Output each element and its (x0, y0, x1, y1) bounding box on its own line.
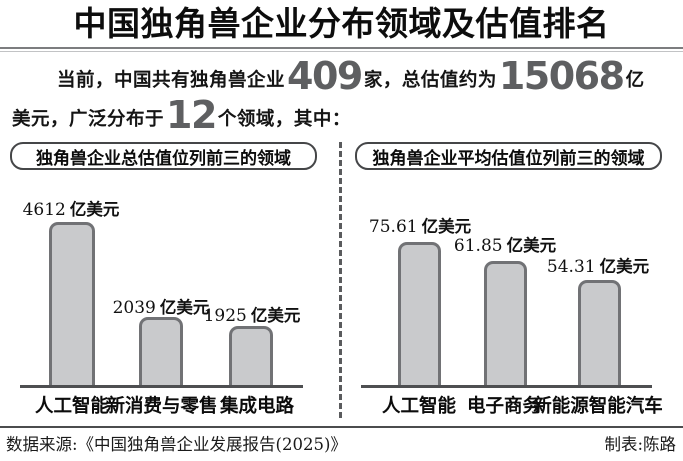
value-number: 1925 (203, 306, 247, 326)
bar-ai-total (49, 222, 95, 385)
intro-text-5: 个领域，其中： (217, 109, 351, 130)
value-unit: 亿美元 (599, 257, 650, 276)
footer: 数据来源:《中国独角兽企业发展报告(2025)》 制表:陈路 (6, 434, 676, 456)
category-label-ecommerce: 电子商务 (466, 396, 541, 417)
value-label-retail-total: 2039 亿美元 (81, 294, 241, 318)
companies-count: 409 (287, 54, 363, 98)
category-label-retail: 新消费与零售 (106, 396, 218, 417)
value-label-ev-avg: 54.31 亿美元 (518, 253, 678, 277)
value-label-ic-total: 1925 亿美元 (172, 302, 332, 326)
category-label-ai: 人工智能 (34, 396, 109, 417)
value-unit: 亿美元 (69, 200, 120, 219)
value-number: 75.61 (368, 217, 418, 237)
value-number: 4612 (22, 200, 66, 220)
page-title: 中国独角兽企业分布领域及估值排名 (73, 4, 610, 43)
value-number: 61.85 (453, 236, 503, 256)
bar-retail-total (139, 317, 183, 385)
total-valuation: 15068 (498, 54, 625, 98)
intro-text-4: 美元，广泛分布于 (12, 109, 165, 130)
value-number: 2039 (112, 298, 156, 318)
value-unit: 亿美元 (159, 298, 210, 317)
intro-line-1: 当前，中国共有独角兽企业409 家，总估值约为15068 亿 (12, 57, 672, 98)
data-source: 数据来源:《中国独角兽企业发展报告(2025)》 (6, 435, 347, 454)
credit: 制表:陈路 (604, 435, 676, 454)
bar-ecommerce-avg (484, 261, 527, 385)
value-unit: 亿美元 (250, 306, 301, 325)
category-label-ic: 集成电路 (219, 396, 294, 417)
value-unit: 亿美元 (421, 217, 472, 236)
intro-text-3: 亿 (625, 70, 645, 91)
footer-divider (0, 426, 683, 428)
value-label-ai-avg: 75.61 亿美元 (340, 213, 500, 237)
bar-ev-avg (578, 280, 621, 385)
chart-header-average-label: 独角兽企业平均估值位列前三的领域 (372, 148, 645, 169)
chart-header-total-label: 独角兽企业总估值位列前三的领域 (36, 148, 291, 169)
x-axis-right (361, 385, 652, 388)
value-label-ecommerce-avg: 61.85 亿美元 (425, 232, 585, 256)
intro-line-2: 美元，广泛分布于12 个领域，其中： (12, 96, 672, 137)
chart-header-average: 独角兽企业平均估值位列前三的领域 (355, 142, 662, 170)
value-number: 54.31 (546, 257, 596, 277)
intro-paragraph: 当前，中国共有独角兽企业409 家，总估值约为15068 亿 美元，广泛分布于12 个… (12, 57, 672, 137)
fields-count: 12 (166, 93, 217, 137)
bar-ic-total (229, 326, 273, 385)
bar-ai-avg (398, 242, 441, 385)
intro-text-2: 家，总估值约为 (363, 70, 497, 91)
x-axis-left (20, 385, 303, 388)
intro-text-1: 当前，中国共有独角兽企业 (57, 70, 286, 91)
value-unit: 亿美元 (506, 236, 557, 255)
chart-header-total: 独角兽企业总估值位列前三的领域 (10, 142, 317, 170)
category-label-ai-avg: 人工智能 (381, 396, 456, 417)
value-label-ai-total: 4612 亿美元 (0, 196, 151, 220)
category-label-ev: 新能源智能汽车 (533, 396, 663, 417)
title-divider (0, 47, 683, 52)
charts-divider (339, 142, 342, 418)
